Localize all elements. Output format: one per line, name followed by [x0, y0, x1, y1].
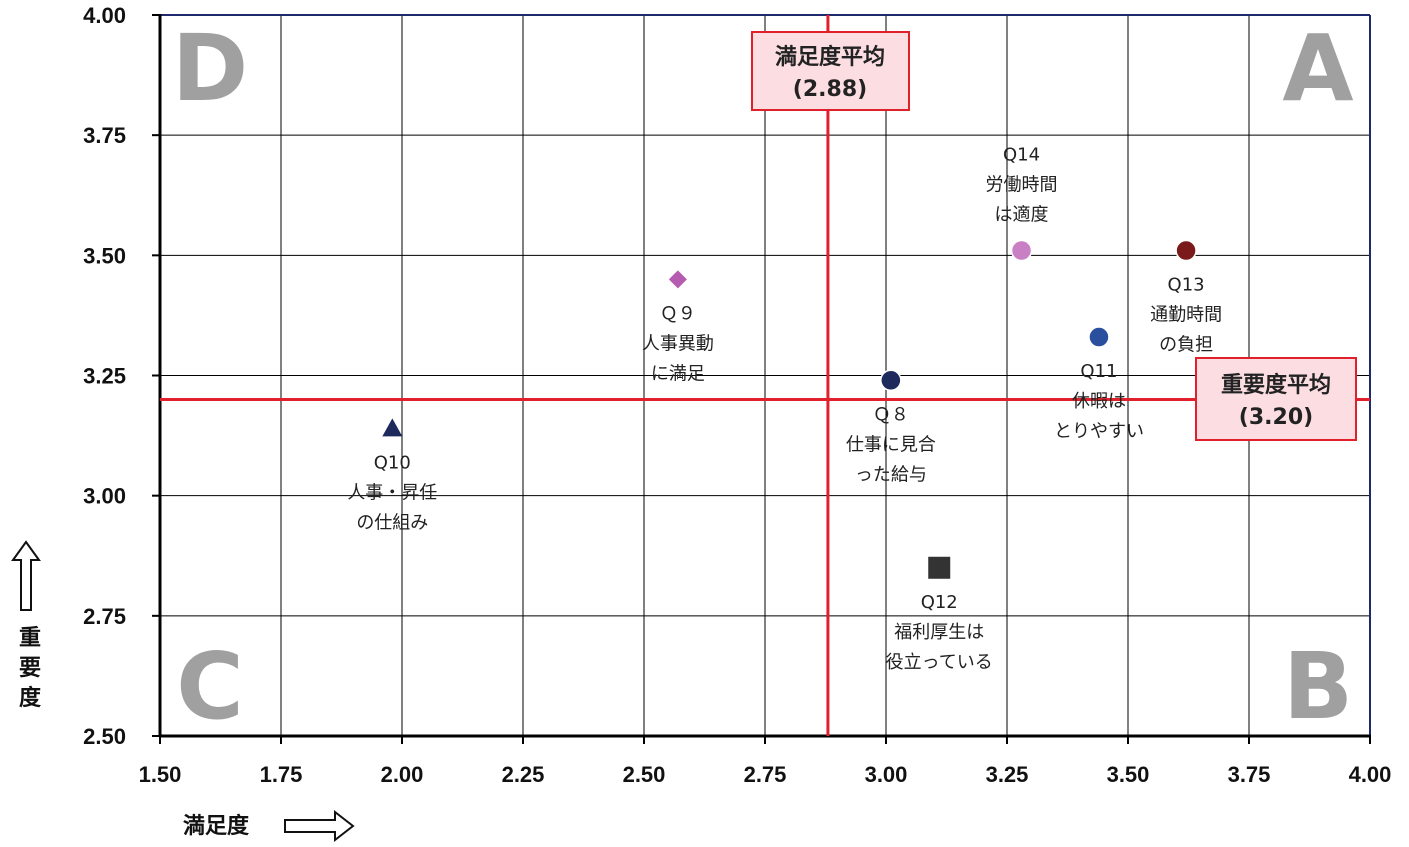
- quadrant-letters: A B C D: [172, 15, 1354, 740]
- point-label-q14: は適度: [995, 205, 1049, 226]
- point-label-q12: 役立っている: [886, 652, 993, 673]
- satisfaction-average-value: (2.88): [793, 77, 867, 102]
- y-tick-label: 3.00: [83, 484, 126, 509]
- point-label-q13: 通勤時間: [1150, 305, 1222, 326]
- x-tick-label: 2.75: [744, 762, 787, 787]
- point-label-q9: に満足: [651, 363, 705, 384]
- point-label-q13: の負担: [1159, 335, 1213, 356]
- point-q8: [880, 369, 902, 392]
- x-tick-label: 1.75: [260, 762, 303, 787]
- point-label-q9: Ｑ９: [660, 303, 696, 324]
- axes: 1.50 1.75 2.00 2.25 2.50 2.75 3.00 3.25 3.50 3.75…: [83, 3, 1391, 787]
- quadrant-letter-b: B: [1283, 633, 1353, 740]
- y-tick-label: 2.75: [83, 604, 126, 629]
- point-label-q12: Q12: [921, 592, 958, 613]
- point-q12: [928, 556, 951, 579]
- x-tick-label: 4.00: [1349, 762, 1392, 787]
- satisfaction-average-box: [751, 31, 910, 111]
- point-q11: [1088, 326, 1110, 348]
- x-tick-label: 3.00: [865, 762, 908, 787]
- x-tick-label: 2.00: [381, 762, 424, 787]
- point-label-q14: 労働時間: [986, 175, 1058, 196]
- x-tick-label: 3.75: [1228, 762, 1271, 787]
- y-axis-title: 要: [19, 656, 41, 681]
- x-tick-label: 2.50: [623, 762, 666, 787]
- y-axis-arrow-icon: [11, 540, 41, 611]
- point-label-q10: 人事・昇任: [347, 482, 437, 503]
- x-tick-label: 3.50: [1107, 762, 1150, 787]
- y-axis-title: 度: [19, 685, 42, 711]
- y-tick-label: 3.75: [83, 123, 126, 148]
- importance-average-box: [1195, 357, 1357, 441]
- x-tick-label: 3.25: [986, 762, 1029, 787]
- point-q13: [1175, 239, 1197, 262]
- x-tick-label: 2.25: [502, 762, 545, 787]
- y-tick-label: 3.25: [83, 364, 126, 389]
- point-label-q11: 休暇は: [1072, 391, 1126, 412]
- quadrant-letter-d: D: [172, 15, 248, 122]
- x-axis-title: 満足度: [183, 813, 250, 839]
- point-label-q9: 人事異動: [642, 333, 714, 354]
- quadrant-letter-a: A: [1282, 15, 1353, 122]
- x-tick-label: 1.50: [139, 762, 182, 787]
- point-label-q8: Ｑ８: [873, 404, 909, 425]
- point-label-q8: 仕事に見合: [846, 434, 936, 455]
- importance-average-value: (3.20): [1239, 405, 1313, 430]
- point-label-q11: とりやすい: [1054, 421, 1144, 442]
- satisfaction-average-label: 満足度平均: [775, 44, 885, 70]
- point-label-q13: Q13: [1168, 275, 1205, 296]
- point-label-q11: Q11: [1080, 361, 1117, 382]
- y-axis-title: 重: [19, 626, 41, 651]
- y-tick-label: 2.50: [83, 724, 126, 749]
- point-label-q12: 福利厚生は: [894, 622, 984, 643]
- y-tick-label: 3.50: [83, 243, 126, 268]
- point-label-q14: Q14: [1003, 145, 1040, 166]
- y-tick-label: 4.00: [83, 3, 126, 28]
- point-q9: [668, 270, 687, 289]
- x-axis-arrow-icon: [284, 809, 355, 843]
- point-label-q10: の仕組み: [356, 512, 428, 533]
- importance-average-label: 重要度平均: [1221, 372, 1331, 398]
- data-points: [382, 239, 1197, 579]
- grid: [159, 14, 1371, 737]
- point-label-q10: Q10: [374, 452, 411, 473]
- quadrant-letter-c: C: [176, 633, 244, 740]
- point-q10: [382, 418, 403, 437]
- point-q14: [1010, 239, 1033, 262]
- average-lines: 満足度平均 (2.88) 重要度平均 (3.20): [160, 15, 1370, 736]
- point-label-q8: った給与: [855, 464, 927, 485]
